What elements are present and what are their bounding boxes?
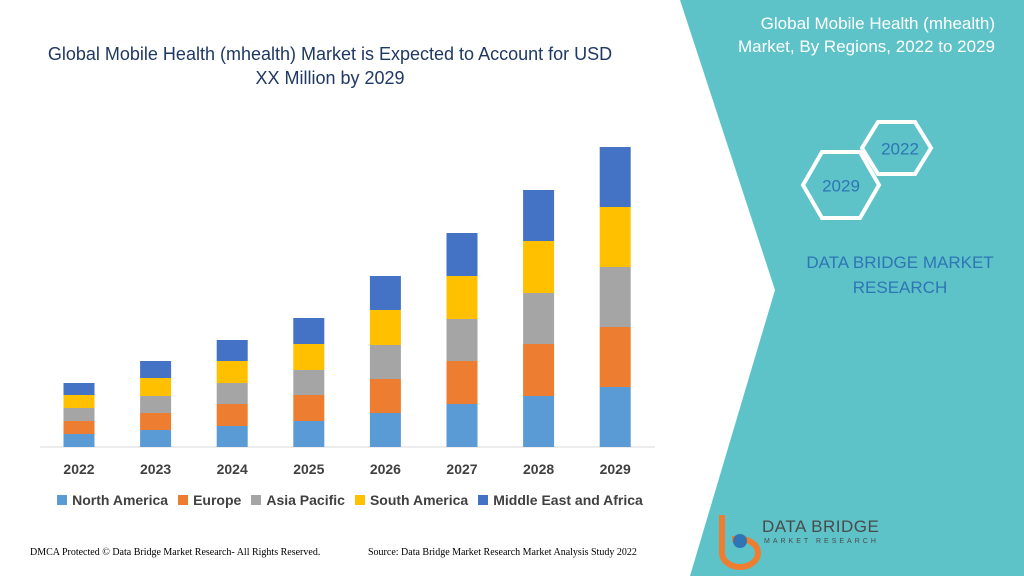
bar-segment [599, 207, 631, 267]
bar-segment [216, 426, 248, 447]
bar-segment [446, 233, 478, 276]
bar-segment [446, 319, 478, 361]
bar-segment [369, 413, 401, 447]
bar-segment [140, 396, 172, 413]
bar-segment [140, 361, 172, 378]
logo-name: DATA BRIDGE [762, 517, 880, 536]
legend-label: South America [369, 492, 469, 508]
bar-segment [63, 408, 95, 421]
bar-segment [216, 361, 248, 383]
x-tick-label: 2027 [446, 461, 477, 477]
legend: North America Europe Asia Pacific South Ame… [40, 492, 660, 508]
logo-tagline: MARKET RESEARCH [764, 538, 879, 545]
side-panel-bg [680, 0, 1024, 576]
x-tick-label: 2023 [140, 461, 171, 477]
legend-swatch [178, 495, 189, 505]
bar-segment [369, 345, 401, 379]
side-title: Global Mobile Health (mhealth) Market, B… [737, 14, 995, 56]
legend-swatch [251, 495, 262, 505]
x-tick-label: 2022 [63, 461, 94, 477]
footer-right: Source: Data Bridge Market Research Mark… [368, 547, 637, 558]
x-tick-label: 2026 [370, 461, 401, 477]
bar-segment [369, 310, 401, 345]
legend-item: North America [57, 492, 168, 508]
bar-segment [293, 395, 325, 421]
legend-item: Asia Pacific [251, 492, 345, 508]
badge-text: 2029 [822, 176, 860, 195]
bar-segment [599, 387, 631, 447]
bar-segment [599, 147, 631, 207]
bar-segment [523, 344, 555, 396]
bar-segment [140, 430, 172, 447]
legend-label: Middle East and Africa [493, 492, 643, 508]
logo-mark [719, 515, 761, 570]
bar-segment [446, 404, 478, 447]
bar-segment [599, 327, 631, 387]
bar-segment [140, 378, 172, 396]
bar-segment [293, 421, 325, 447]
hexagon [859, 120, 934, 176]
x-tick-label: 2028 [523, 461, 554, 477]
bar-segment [446, 361, 478, 404]
badge-text: 2022 [881, 139, 919, 158]
bar-segment [63, 383, 95, 395]
bar-segment [63, 395, 95, 408]
legend-label: North America [72, 492, 169, 508]
bar-segment [446, 276, 478, 319]
x-tick-label: 2029 [600, 461, 631, 477]
legend-item: Europe [178, 492, 241, 508]
bar-segment [293, 318, 325, 344]
bar-segment [293, 344, 325, 370]
bar-segment [369, 379, 401, 413]
legend-swatch [354, 495, 365, 505]
bar-segment [140, 413, 172, 430]
legend-label: Europe [193, 492, 242, 508]
hexagon [800, 150, 882, 220]
legend-swatch [57, 495, 68, 505]
legend-item: Middle East and Africa [478, 492, 643, 508]
x-tick-label: 2025 [293, 461, 324, 477]
brand-text: DATA BRIDGE MARKET RESEARCH [806, 253, 994, 297]
bar-segment [216, 340, 248, 361]
bar-segment [523, 241, 555, 293]
footer-left: DMCA Protected © Data Bridge Market Rese… [30, 547, 321, 558]
x-tick-label: 2024 [217, 461, 248, 477]
legend-swatch [478, 495, 489, 505]
bar-segment [216, 404, 248, 426]
bar-segment [523, 190, 555, 241]
bar-segment [63, 421, 95, 434]
bar-segment [599, 267, 631, 327]
bar-segment [523, 293, 555, 344]
bar-segment [63, 434, 95, 447]
bar-segment [293, 370, 325, 395]
chart-title: Global Mobile Health (mhealth) Market is… [47, 44, 613, 88]
bar-segment [216, 383, 248, 404]
legend-item: South America [354, 492, 469, 508]
bar-segment [523, 396, 555, 447]
bar-segment [369, 276, 401, 310]
legend-label: Asia Pacific [266, 492, 345, 508]
